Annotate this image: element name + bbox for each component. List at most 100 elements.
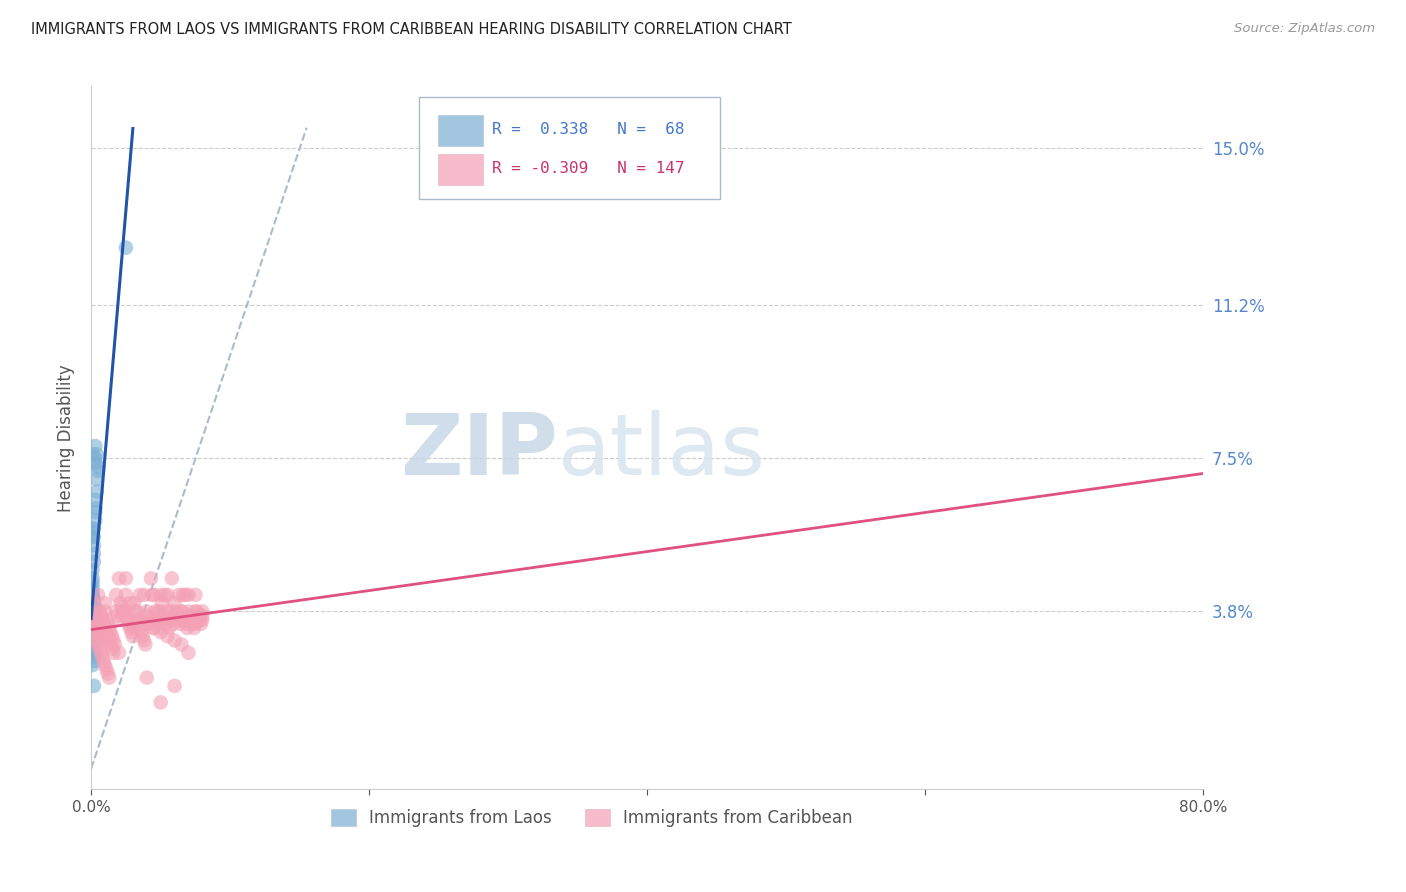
Point (139, 616, 162, 631)
Point (152, 608, 174, 623)
Point (98, 671, 121, 685)
Point (156, 604, 179, 618)
Point (82, 592, 104, 607)
Point (143, 604, 166, 618)
Point (90, 625, 112, 640)
Point (163, 596, 186, 610)
Point (89, 621, 111, 635)
Point (124, 604, 146, 618)
Point (87, 588, 110, 602)
Point (84, 451, 107, 466)
Point (100, 638, 122, 652)
Point (169, 616, 191, 631)
Point (148, 621, 170, 635)
Point (149, 588, 172, 602)
Point (83, 646, 105, 660)
Point (91, 613, 114, 627)
Point (84, 513, 107, 527)
Point (165, 604, 187, 618)
Point (84, 492, 107, 507)
Point (176, 621, 198, 635)
Point (87, 459, 110, 474)
Point (146, 616, 169, 631)
Point (94, 596, 117, 610)
Point (101, 629, 124, 643)
Point (127, 616, 149, 631)
Point (83, 608, 105, 623)
Point (82, 588, 104, 602)
Point (82, 580, 104, 594)
Point (125, 613, 148, 627)
Point (156, 588, 179, 602)
Point (172, 588, 194, 602)
Point (145, 613, 167, 627)
Point (120, 596, 142, 610)
Point (162, 616, 184, 631)
Point (89, 604, 111, 618)
Point (82, 625, 104, 640)
Point (170, 604, 193, 618)
Point (87, 608, 110, 623)
Legend: Immigrants from Laos, Immigrants from Caribbean: Immigrants from Laos, Immigrants from Ca… (323, 802, 859, 834)
Point (84, 613, 107, 627)
FancyBboxPatch shape (439, 153, 482, 185)
Point (96, 613, 118, 627)
Point (115, 588, 138, 602)
Point (100, 625, 122, 640)
Point (98, 633, 121, 648)
Point (156, 629, 179, 643)
Point (84, 439, 107, 453)
Point (120, 621, 142, 635)
Point (84, 505, 107, 519)
Point (146, 604, 169, 618)
Point (82, 525, 104, 540)
Point (121, 625, 143, 640)
Point (135, 671, 157, 685)
Point (86, 613, 108, 627)
Point (184, 616, 207, 631)
Point (163, 679, 186, 693)
Point (115, 241, 138, 255)
Point (84, 629, 107, 643)
Point (170, 638, 193, 652)
Point (128, 613, 150, 627)
Text: atlas: atlas (558, 410, 766, 493)
Text: Source: ZipAtlas.com: Source: ZipAtlas.com (1234, 22, 1375, 36)
Point (97, 629, 120, 643)
Point (149, 695, 172, 709)
Point (136, 608, 159, 623)
Point (138, 613, 160, 627)
Point (108, 613, 131, 627)
Point (184, 588, 207, 602)
Point (84, 456, 107, 470)
Text: R = -0.309   N = 147: R = -0.309 N = 147 (492, 161, 685, 176)
Point (117, 613, 139, 627)
Text: ZIP: ZIP (401, 410, 558, 493)
Point (84, 616, 107, 631)
Point (96, 625, 118, 640)
Point (129, 625, 152, 640)
Point (121, 621, 143, 635)
Point (96, 662, 118, 676)
Point (110, 596, 132, 610)
Point (83, 596, 105, 610)
Point (84, 501, 107, 516)
Point (84, 629, 107, 643)
Point (84, 621, 107, 635)
Point (94, 658, 117, 673)
Point (82, 530, 104, 544)
Point (83, 592, 105, 607)
Point (112, 604, 135, 618)
FancyBboxPatch shape (439, 115, 482, 146)
Point (83, 621, 105, 635)
Point (91, 629, 114, 643)
Point (167, 613, 190, 627)
Point (82, 604, 104, 618)
Point (115, 571, 138, 585)
Point (82, 571, 104, 585)
Point (187, 608, 209, 623)
Point (191, 608, 214, 623)
Point (153, 588, 176, 602)
Point (86, 447, 108, 461)
Point (191, 604, 214, 618)
